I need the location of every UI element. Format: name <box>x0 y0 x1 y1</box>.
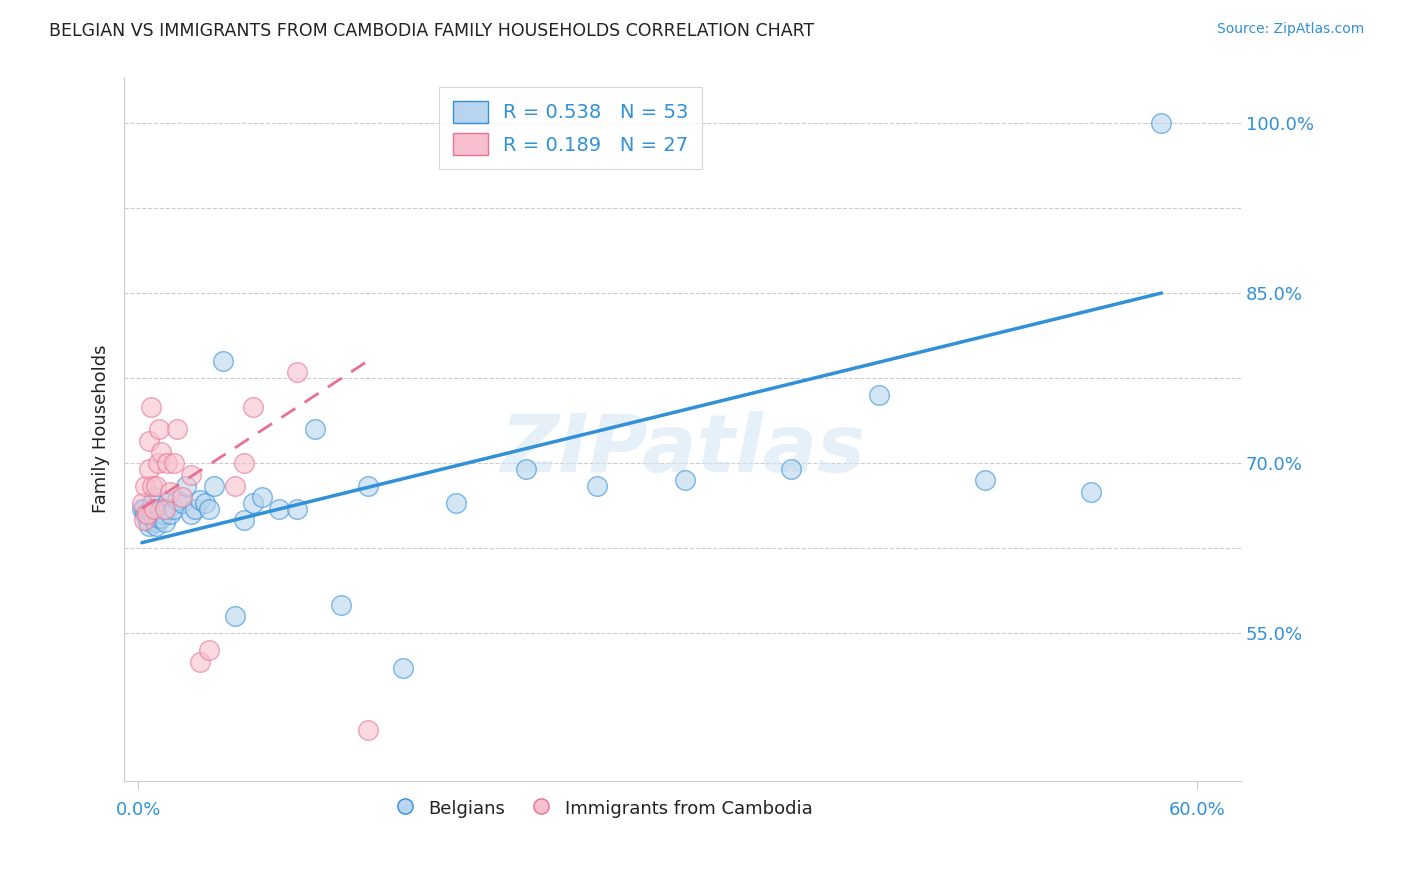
Point <box>198 643 221 657</box>
Point <box>139 400 162 414</box>
Point <box>134 479 156 493</box>
Point <box>162 501 184 516</box>
Point <box>444 496 467 510</box>
Point <box>242 400 264 414</box>
Point <box>138 462 160 476</box>
Point <box>166 422 188 436</box>
Point <box>304 422 326 436</box>
Point <box>224 609 246 624</box>
Text: ZIPatlas: ZIPatlas <box>501 411 865 490</box>
Point <box>150 501 173 516</box>
Point <box>673 473 696 487</box>
Point <box>153 501 176 516</box>
Point <box>780 462 803 476</box>
Point <box>166 492 188 507</box>
Point <box>159 484 181 499</box>
Y-axis label: Family Households: Family Households <box>93 345 110 514</box>
Point <box>269 501 291 516</box>
Point <box>153 516 176 530</box>
Point <box>868 388 890 402</box>
Point <box>188 492 211 507</box>
Point <box>174 479 197 493</box>
Point <box>285 366 308 380</box>
Point <box>172 491 194 505</box>
Point <box>136 508 159 522</box>
Point <box>586 479 609 493</box>
Text: BELGIAN VS IMMIGRANTS FROM CAMBODIA FAMILY HOUSEHOLDS CORRELATION CHART: BELGIAN VS IMMIGRANTS FROM CAMBODIA FAMI… <box>49 22 814 40</box>
Point <box>141 479 163 493</box>
Text: Source: ZipAtlas.com: Source: ZipAtlas.com <box>1216 22 1364 37</box>
Point <box>157 501 180 516</box>
Point <box>131 496 153 510</box>
Point <box>132 513 155 527</box>
Point <box>1150 116 1173 130</box>
Point <box>188 655 211 669</box>
Point <box>148 422 170 436</box>
Point <box>141 508 163 522</box>
Point <box>139 501 162 516</box>
Point <box>152 508 174 522</box>
Point <box>143 491 166 505</box>
Point <box>145 518 167 533</box>
Point <box>515 462 537 476</box>
Point <box>141 496 163 510</box>
Point <box>136 513 159 527</box>
Point <box>146 510 169 524</box>
Point <box>224 479 246 493</box>
Point <box>132 501 155 516</box>
Point <box>233 513 256 527</box>
Point <box>138 434 160 448</box>
Point <box>145 479 167 493</box>
Point <box>131 501 153 516</box>
Point <box>1080 484 1102 499</box>
Point <box>184 501 207 516</box>
Point <box>162 456 184 470</box>
Point <box>155 496 177 510</box>
Point <box>285 501 308 516</box>
Point <box>392 660 415 674</box>
Point <box>150 510 173 524</box>
Point <box>150 445 173 459</box>
Point <box>139 504 162 518</box>
Point <box>233 456 256 470</box>
Point <box>250 491 273 505</box>
Point <box>330 598 353 612</box>
Point <box>242 496 264 510</box>
Point <box>143 513 166 527</box>
Point <box>172 496 194 510</box>
Point <box>356 723 378 737</box>
Point <box>155 456 177 470</box>
Point <box>159 508 181 522</box>
Point <box>148 504 170 518</box>
Point <box>180 467 202 482</box>
Point <box>143 501 166 516</box>
Point <box>974 473 997 487</box>
Legend: Belgians, Immigrants from Cambodia: Belgians, Immigrants from Cambodia <box>389 791 820 825</box>
Point <box>356 479 378 493</box>
Point <box>138 518 160 533</box>
Text: 0.0%: 0.0% <box>115 801 162 820</box>
Point <box>202 479 225 493</box>
Point <box>212 354 235 368</box>
Text: 60.0%: 60.0% <box>1168 801 1225 820</box>
Point <box>134 508 156 522</box>
Point <box>145 516 167 530</box>
Point <box>138 516 160 530</box>
Point <box>198 501 221 516</box>
Point <box>194 496 217 510</box>
Point <box>180 508 202 522</box>
Point <box>146 456 169 470</box>
